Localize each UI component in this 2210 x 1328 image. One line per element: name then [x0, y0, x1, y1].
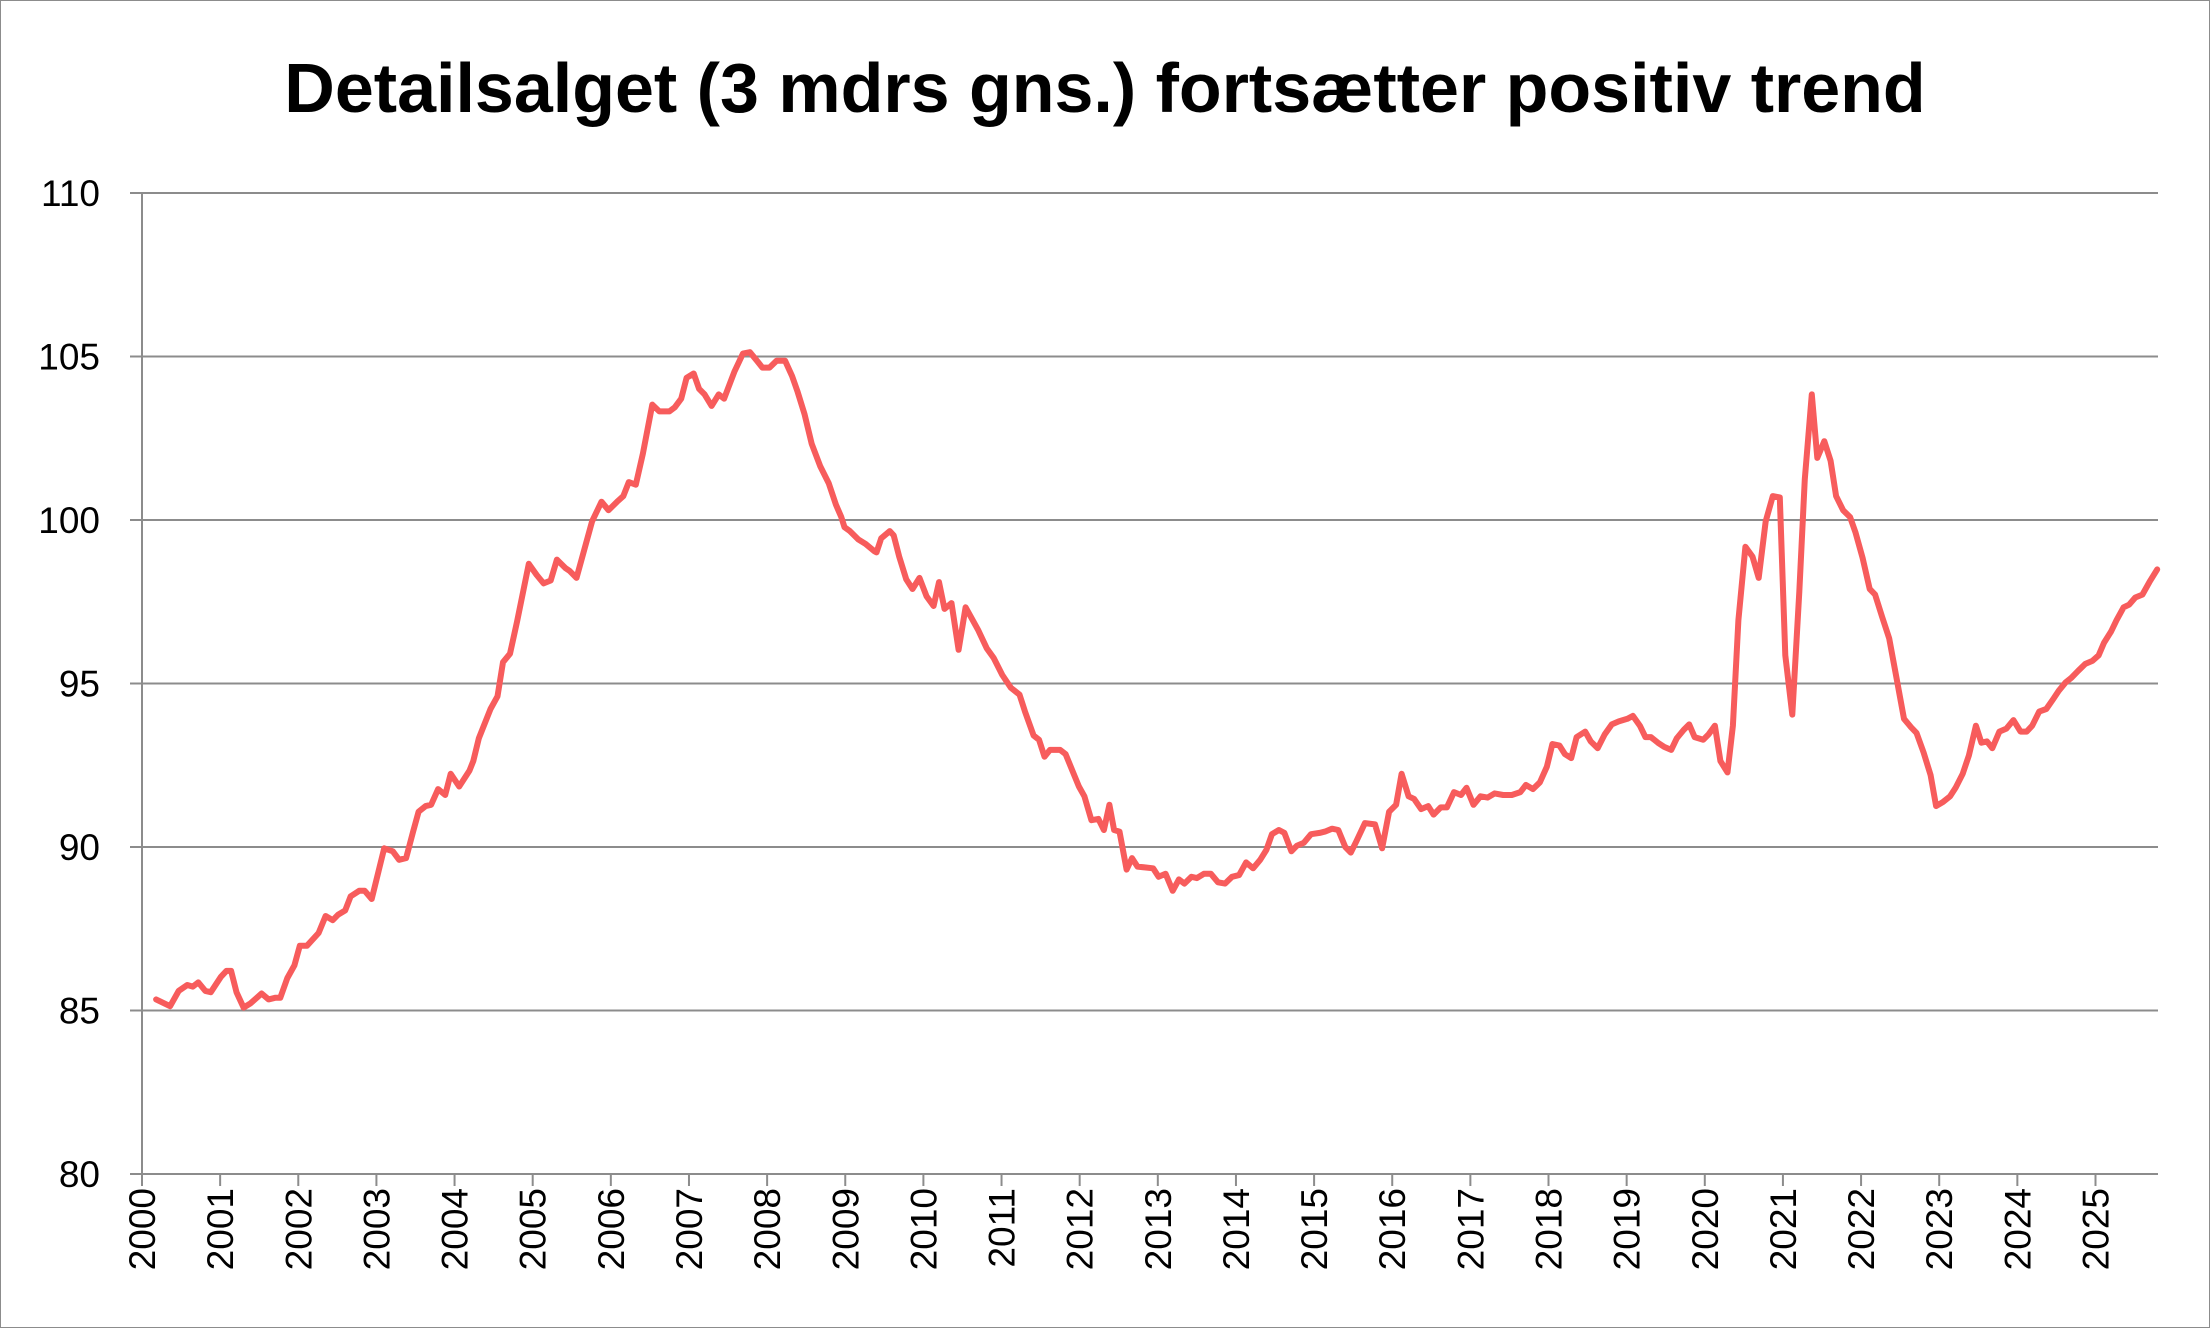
x-tick-label: 2007 — [669, 1188, 710, 1270]
x-tick-label: 2002 — [278, 1188, 319, 1270]
x-tick-label: 2013 — [1138, 1188, 1179, 1270]
y-tick-label: 80 — [59, 1154, 100, 1195]
x-tick-label: 2023 — [1919, 1188, 1960, 1270]
x-tick-label: 2003 — [356, 1188, 397, 1270]
y-tick-label: 90 — [59, 827, 100, 868]
x-tick-label: 2004 — [435, 1188, 476, 1270]
x-tick-label: 2025 — [2075, 1188, 2116, 1270]
x-tick-label: 2001 — [200, 1188, 241, 1270]
series — [153, 349, 2161, 1011]
gridlines — [142, 192, 2158, 1012]
x-tick-label: 2006 — [591, 1188, 632, 1270]
x-axis: 2000 2001 2002 2003 2004 2005 2006 2007 2008 2009… — [122, 1173, 2158, 1270]
y-tick-label: 85 — [59, 991, 100, 1032]
x-tick-label: 2017 — [1450, 1188, 1491, 1270]
x-tick-label: 2014 — [1216, 1188, 1257, 1270]
x-tick-label: 2024 — [1997, 1188, 2038, 1270]
y-tick-label: 100 — [38, 500, 100, 541]
x-tick-label: 2011 — [982, 1188, 1023, 1268]
x-tick-label: 2000 — [122, 1188, 163, 1270]
x-tick-label: 2018 — [1529, 1188, 1570, 1270]
x-tick-label: 2015 — [1294, 1188, 1335, 1270]
y-tick-label: 105 — [38, 337, 100, 378]
x-tick-label: 2019 — [1607, 1188, 1648, 1270]
x-tick-label: 2021 — [1763, 1188, 1804, 1270]
x-tick-label: 2020 — [1685, 1188, 1726, 1270]
x-tick-label: 2010 — [903, 1188, 944, 1270]
chart-title: Detailsalget (3 mdrs gns.) fortsætter po… — [284, 49, 1925, 127]
x-tick-label: 2022 — [1841, 1188, 1882, 1270]
x-tick-label: 2009 — [825, 1188, 866, 1270]
x-tick-label: 2005 — [513, 1188, 554, 1270]
x-tick-label: 2008 — [747, 1188, 788, 1270]
y-tick-label: 110 — [41, 173, 100, 214]
y-axis: 80 85 90 95 100 105 110 — [38, 173, 143, 1195]
x-tick-label: 2016 — [1372, 1188, 1413, 1270]
x-tick-label: 2012 — [1060, 1188, 1101, 1270]
y-tick-label: 95 — [59, 664, 100, 705]
series-line — [153, 349, 2161, 1011]
